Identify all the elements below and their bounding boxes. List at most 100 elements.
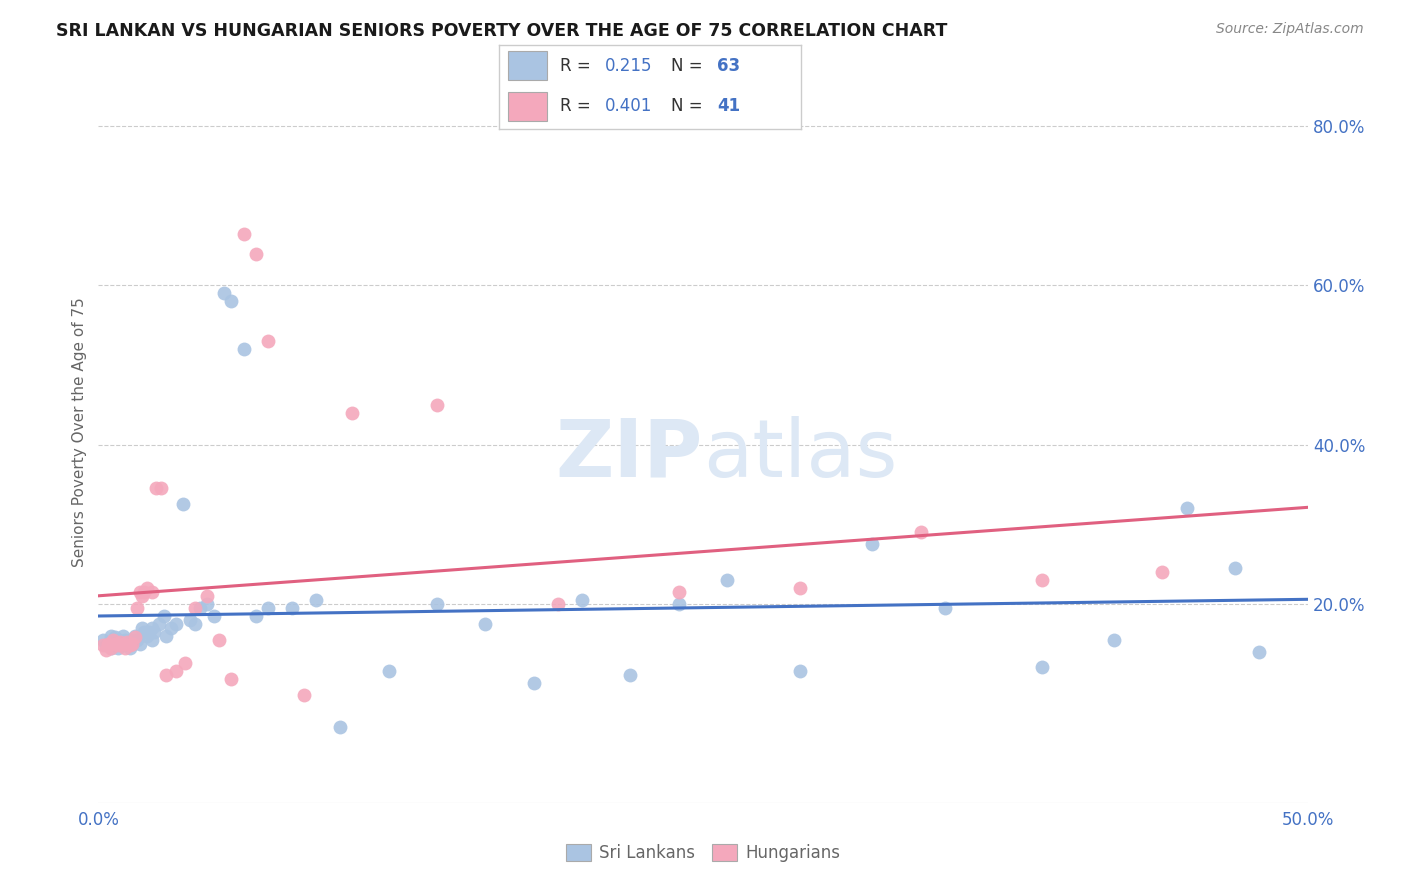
Point [221, 673, 243, 687]
Text: ZIP: ZIP [555, 416, 703, 494]
Point [426, 398, 449, 412]
Point [165, 665, 187, 679]
Point [97, 637, 120, 651]
Point [342, 406, 364, 420]
Point [474, 616, 496, 631]
Legend: Sri Lankans, Hungarians: Sri Lankans, Hungarians [560, 837, 846, 869]
Text: atlas: atlas [703, 416, 897, 494]
Point [118, 638, 141, 652]
Point [188, 600, 211, 615]
Point [101, 635, 124, 649]
Point [523, 676, 546, 690]
Point [104, 637, 127, 651]
Point [232, 227, 254, 241]
Point [127, 632, 149, 647]
Point [329, 720, 352, 734]
Point [100, 629, 122, 643]
Point [134, 584, 156, 599]
Point [107, 632, 129, 647]
Point [114, 632, 136, 647]
Text: Source: ZipAtlas.com: Source: ZipAtlas.com [1216, 22, 1364, 37]
Point [118, 632, 141, 647]
Point [91, 632, 114, 647]
Point [117, 635, 139, 649]
Point [860, 537, 883, 551]
Point [150, 481, 173, 495]
Point [138, 624, 160, 639]
Point [155, 668, 177, 682]
Point [204, 608, 226, 623]
Point [160, 621, 183, 635]
Point [107, 638, 129, 652]
Point [668, 584, 690, 599]
Point [131, 621, 153, 635]
Point [94, 638, 117, 652]
Text: 0.215: 0.215 [605, 57, 652, 75]
Point [104, 638, 127, 652]
Point [377, 665, 399, 679]
Text: N =: N = [672, 57, 709, 75]
Point [124, 629, 146, 643]
Bar [508, 92, 547, 120]
Point [195, 597, 218, 611]
Point [118, 640, 141, 655]
Point [107, 640, 129, 655]
Point [1031, 573, 1053, 587]
Point [141, 632, 163, 647]
Point [789, 665, 811, 679]
Point [221, 294, 243, 309]
Point [426, 597, 449, 611]
Point [94, 643, 117, 657]
Point [619, 668, 641, 682]
Bar [508, 52, 547, 80]
Point [148, 616, 170, 631]
Text: R =: R = [560, 57, 596, 75]
Point [121, 637, 143, 651]
Point [1175, 501, 1198, 516]
Point [128, 584, 150, 599]
Text: 41: 41 [717, 97, 740, 115]
Point [547, 597, 569, 611]
Text: SRI LANKAN VS HUNGARIAN SENIORS POVERTY OVER THE AGE OF 75 CORRELATION CHART: SRI LANKAN VS HUNGARIAN SENIORS POVERTY … [56, 22, 948, 40]
Point [128, 637, 150, 651]
Point [789, 581, 811, 595]
Y-axis label: Seniors Poverty Over the Age of 75: Seniors Poverty Over the Age of 75 [72, 298, 87, 567]
Point [134, 624, 156, 639]
Point [232, 342, 254, 356]
Point [97, 637, 120, 651]
Point [121, 637, 143, 651]
Point [111, 638, 134, 652]
Point [212, 286, 235, 301]
Point [292, 689, 315, 703]
Point [245, 608, 267, 623]
Point [208, 632, 231, 647]
Point [195, 589, 218, 603]
Point [1031, 660, 1053, 674]
Point [152, 608, 174, 623]
Point [117, 637, 139, 651]
Point [165, 616, 187, 631]
Point [100, 640, 122, 655]
Point [256, 334, 278, 348]
Point [135, 581, 157, 595]
Point [141, 584, 163, 599]
Point [127, 600, 149, 615]
Point [135, 629, 157, 643]
Point [111, 629, 134, 643]
Point [91, 638, 114, 652]
Point [934, 600, 956, 615]
Point [716, 573, 738, 587]
Text: R =: R = [560, 97, 596, 115]
Text: 63: 63 [717, 57, 740, 75]
Point [141, 621, 163, 635]
Point [100, 640, 122, 655]
Text: 0.401: 0.401 [605, 97, 652, 115]
Text: N =: N = [672, 97, 709, 115]
Point [1152, 565, 1174, 579]
Point [184, 616, 207, 631]
Point [131, 589, 153, 603]
Point [155, 629, 177, 643]
Point [114, 640, 136, 655]
Point [111, 637, 134, 651]
Point [1223, 561, 1246, 575]
